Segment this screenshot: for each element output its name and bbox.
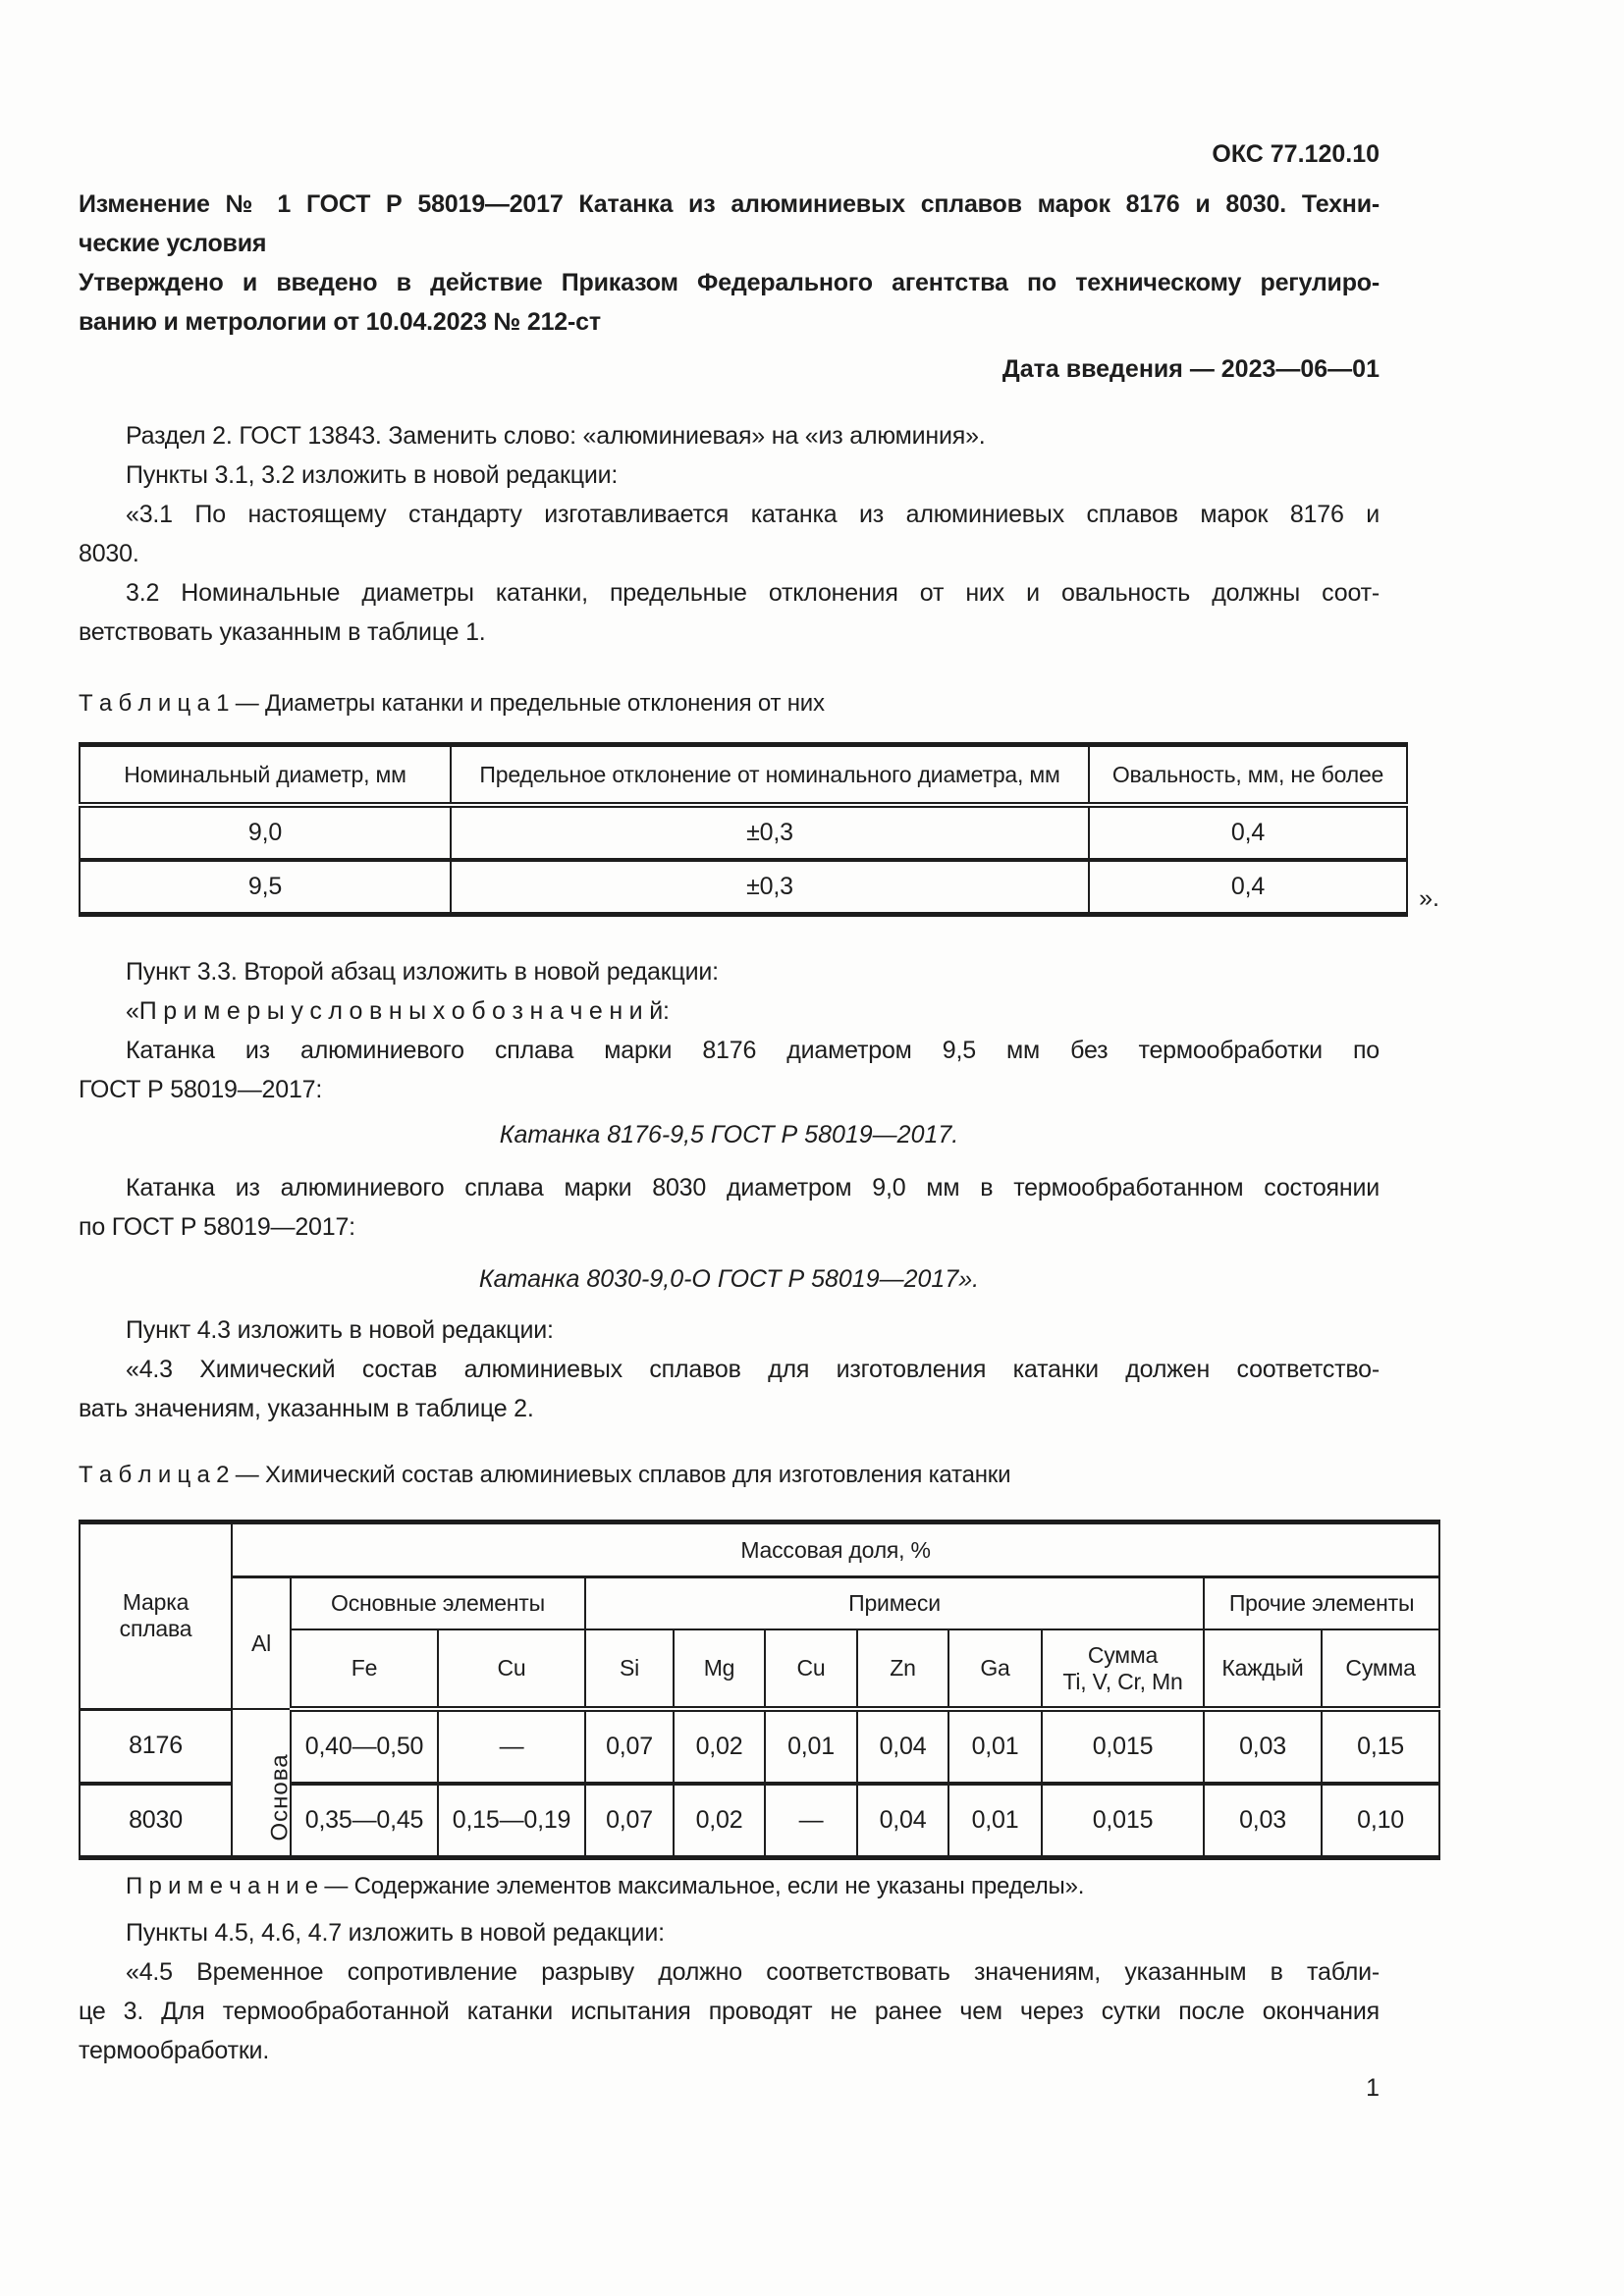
table-2-header-mg: Mg [673, 1629, 766, 1712]
table-cell: 0,07 [584, 1783, 675, 1859]
table-2-header-zn: Zn [856, 1629, 949, 1712]
table-cell-brand: 8030 [79, 1783, 233, 1859]
table-2-header-ga: Ga [947, 1629, 1043, 1712]
table-cell: 0,02 [673, 1783, 766, 1859]
document-title: Изменение № 1 ГОСТ Р 58019—2017 Катанка … [79, 190, 1380, 257]
table-cell: 0,03 [1203, 1708, 1323, 1786]
example-designation-2: Катанка 8030-9,0-О ГОСТ Р 58019—2017». [478, 1265, 980, 1293]
table-1-header-diameter: Номинальный диаметр, мм [79, 743, 452, 808]
example-designation-1: Катанка 8176-9,5 ГОСТ Р 58019—2017. [499, 1121, 959, 1148]
table-2-header-row-1: Марка сплава Массовая доля, % [79, 1521, 1441, 1711]
table-2-wrapper: Марка сплава Массовая доля, % Al Основны… [79, 1520, 1441, 1860]
effective-date: Дата введения — 2023—06—01 [1001, 355, 1380, 383]
paragraph-section2: Раздел 2. ГОСТ 13843. Заменить слово: «а… [126, 422, 986, 450]
table-row: 8176 Основа 0,40—0,50 — 0,07 0,02 0,01 0… [79, 1708, 1441, 1860]
table-2-header-sum-ti-v-cr-mn: Сумма Ti, V, Cr, Mn [1041, 1629, 1205, 1712]
table-cell: — [437, 1708, 586, 1786]
paragraph-item-3-3: Пункт 3.3. Второй абзац изложить в новой… [126, 958, 719, 986]
table-cell: 0,15—0,19 [437, 1783, 586, 1859]
paragraph-items-4-5: Пункты 4.5, 4.6, 4.7 изложить в новой ре… [126, 1919, 665, 1947]
table-cell: 0,10 [1320, 1783, 1441, 1859]
table-2-header-other-elements: Прочие элементы [1202, 1575, 1441, 1630]
table-cell: 0,15 [1320, 1708, 1441, 1786]
table-1-caption: Т а б л и ц а 1 — Диаметры катанки и пре… [79, 690, 825, 717]
paragraph-4-3: «4.3 Химический состав алюминиевых сплав… [79, 1356, 1380, 1422]
table-2-header-mass-fraction: Массовая доля, % [230, 1521, 1441, 1578]
table-2-header-each: Каждый [1203, 1629, 1323, 1712]
paragraph-item-4-3: Пункт 4.3 изложить в новой редакции: [126, 1316, 554, 1344]
table-2: Марка сплава Массовая доля, % Al Основны… [79, 1520, 1441, 1860]
table-cell: 0,4 [1088, 859, 1408, 916]
table-1-header-deviation: Предельное отклонение от номинального ди… [450, 743, 1090, 808]
table-2-header-cu-impurity: Cu [764, 1629, 858, 1712]
approval-paragraph: Утверждено и введено в действие Приказом… [79, 269, 1380, 336]
oks-code: ОКС 77.120.10 [1212, 140, 1380, 168]
table-cell: 0,04 [856, 1783, 949, 1859]
table-2-header-brand: Марка сплава [79, 1521, 233, 1711]
table-cell: ±0,3 [450, 859, 1090, 916]
table-1: Номинальный диаметр, мм Предельное откло… [79, 742, 1408, 917]
al-base-rotated-label: Основа [266, 1753, 294, 1842]
table-cell: 9,0 [79, 804, 452, 862]
table-2-caption: Т а б л и ц а 2 — Химический состав алюм… [79, 1462, 1011, 1488]
table-cell: — [764, 1783, 858, 1859]
table-2-header-row-3: Fe Cu Si Mg Cu Zn Ga Сумма Ti, V, Cr, Mn… [80, 1629, 1441, 1712]
table-row: 9,5 ±0,3 0,4 [79, 859, 1408, 916]
table-cell: 9,5 [79, 859, 452, 916]
table-2-header-si: Si [584, 1629, 675, 1712]
paragraph-items-3-1-3-2: Пункты 3.1, 3.2 изложить в новой редакци… [126, 461, 619, 489]
table-cell: 0,4 [1088, 804, 1408, 862]
table-cell: 0,01 [947, 1783, 1043, 1859]
page-number: 1 [1366, 2074, 1380, 2102]
table-cell: 0,015 [1041, 1783, 1205, 1859]
table-cell-al-base: Основа [231, 1708, 294, 1860]
table-2-header-sum: Сумма [1320, 1629, 1441, 1712]
table-2-header-cu-main: Cu [437, 1629, 586, 1712]
paragraph-examples-heading: «П р и м е р ы у с л о в н ы х о б о з н… [126, 997, 670, 1025]
table-cell-brand: 8176 [79, 1708, 233, 1786]
paragraph-example2-intro: Катанка из алюминиевого сплава марки 803… [79, 1174, 1380, 1241]
table-2-header-row-2: Al Основные элементы Примеси Прочие элем… [80, 1575, 1441, 1710]
table-2-note: П р и м е ч а н и е — Содержание элемент… [126, 1873, 1085, 1899]
table-2-header-al: Al [231, 1575, 292, 1710]
table-cell: 0,01 [764, 1708, 858, 1786]
table-cell: 0,01 [947, 1708, 1043, 1786]
table-cell: 0,07 [584, 1708, 675, 1786]
paragraph-3-1: «3.1 По настоящему стандарту изготавлива… [79, 501, 1380, 567]
table-cell: ±0,3 [450, 804, 1090, 862]
table-1-wrapper: Номинальный диаметр, мм Предельное откло… [79, 742, 1439, 917]
table-row: 8030 0,35—0,45 0,15—0,19 0,07 0,02 — 0,0… [79, 1783, 1441, 1859]
table-cell: 0,35—0,45 [290, 1783, 439, 1859]
closing-quote-mark: ». [1419, 884, 1439, 912]
table-cell: 0,015 [1041, 1708, 1205, 1786]
table-2-header-impurities: Примеси [584, 1575, 1205, 1630]
table-cell: 0,02 [673, 1708, 766, 1786]
table-cell: 0,03 [1203, 1783, 1323, 1859]
paragraph-example1-intro: Катанка из алюминиевого сплава марки 817… [79, 1037, 1380, 1103]
table-row: 9,0 ±0,3 0,4 [79, 804, 1408, 862]
table-2-header-fe: Fe [290, 1629, 439, 1712]
table-cell: 0,04 [856, 1708, 949, 1786]
paragraph-3-2: 3.2 Номинальные диаметры катанки, предел… [79, 579, 1380, 646]
table-cell: 0,40—0,50 [290, 1708, 439, 1786]
table-1-header-ovality: Овальность, мм, не более [1088, 743, 1408, 808]
paragraph-4-5: «4.5 Временное сопротивление разрыву дол… [79, 1958, 1380, 2064]
table-1-header-row: Номинальный диаметр, мм Предельное откло… [79, 743, 1408, 808]
table-2-header-main-elements: Основные элементы [290, 1575, 586, 1630]
